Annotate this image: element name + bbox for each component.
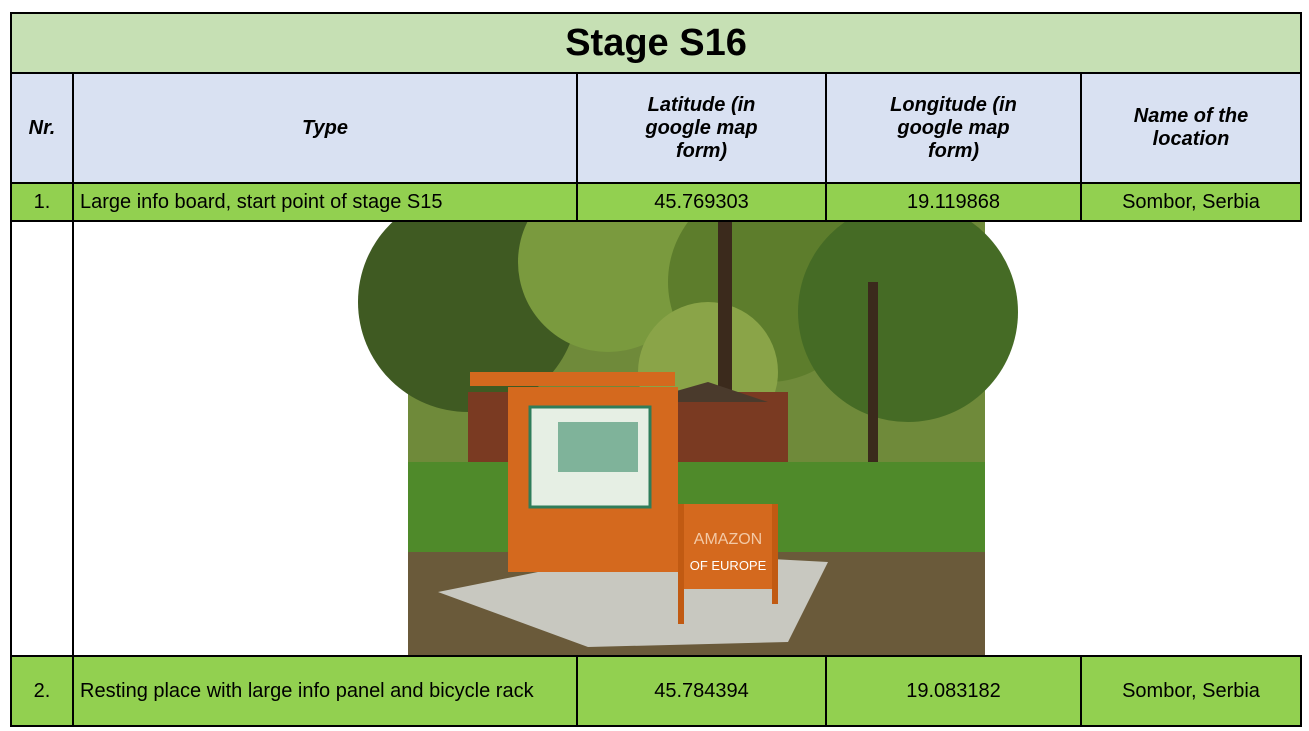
header-text: Nr.	[28, 116, 56, 139]
cell: 45.769303	[576, 182, 827, 222]
header-text: Type	[302, 116, 348, 139]
header-text: Name of the location	[1133, 105, 1249, 150]
photo-cell: AMAZON OF EUROPE	[71, 220, 1302, 657]
photo: AMAZON OF EUROPE	[358, 223, 1018, 654]
cell: Large info board, start point of stage S…	[72, 182, 578, 222]
data-row: 2. Resting place with large info panel a…	[10, 655, 1303, 727]
cell-text: Resting place with large info panel and …	[80, 680, 534, 702]
header-text: Longitude (in google map form)	[890, 93, 1017, 162]
cell: 19.119868	[825, 182, 1082, 222]
cell	[10, 220, 74, 657]
sign-text: OF EUROPE	[690, 558, 767, 573]
cell: 19.083182	[825, 655, 1082, 727]
cell: Sombor, Serbia	[1079, 182, 1303, 222]
header-cell: Type	[72, 72, 578, 184]
photo-row: AMAZON OF EUROPE	[10, 220, 1302, 657]
stage-table: Stage S16 Nr. Type Latitude (in google m…	[9, 12, 1303, 727]
cell: 1.	[10, 182, 74, 222]
cell: 45.784394	[576, 655, 827, 727]
header-cell: Name of the location	[1079, 72, 1303, 184]
data-row: 1. Large info board, start point of stag…	[10, 182, 1303, 222]
title-row: Stage S16	[9, 12, 1303, 74]
cell: 2.	[10, 655, 74, 727]
cell: Sombor, Serbia	[1079, 655, 1303, 727]
header-row: Nr. Type Latitude (in google map form) L…	[10, 72, 1303, 184]
header-cell: Longitude (in google map form)	[825, 72, 1082, 184]
stage-title: Stage S16	[9, 12, 1303, 74]
header-text: Latitude (in google map form)	[645, 93, 758, 162]
cell: Resting place with large info panel and …	[72, 655, 578, 727]
header-cell: Nr.	[10, 72, 74, 184]
sign-text: AMAZON	[694, 531, 762, 548]
header-cell: Latitude (in google map form)	[576, 72, 827, 184]
